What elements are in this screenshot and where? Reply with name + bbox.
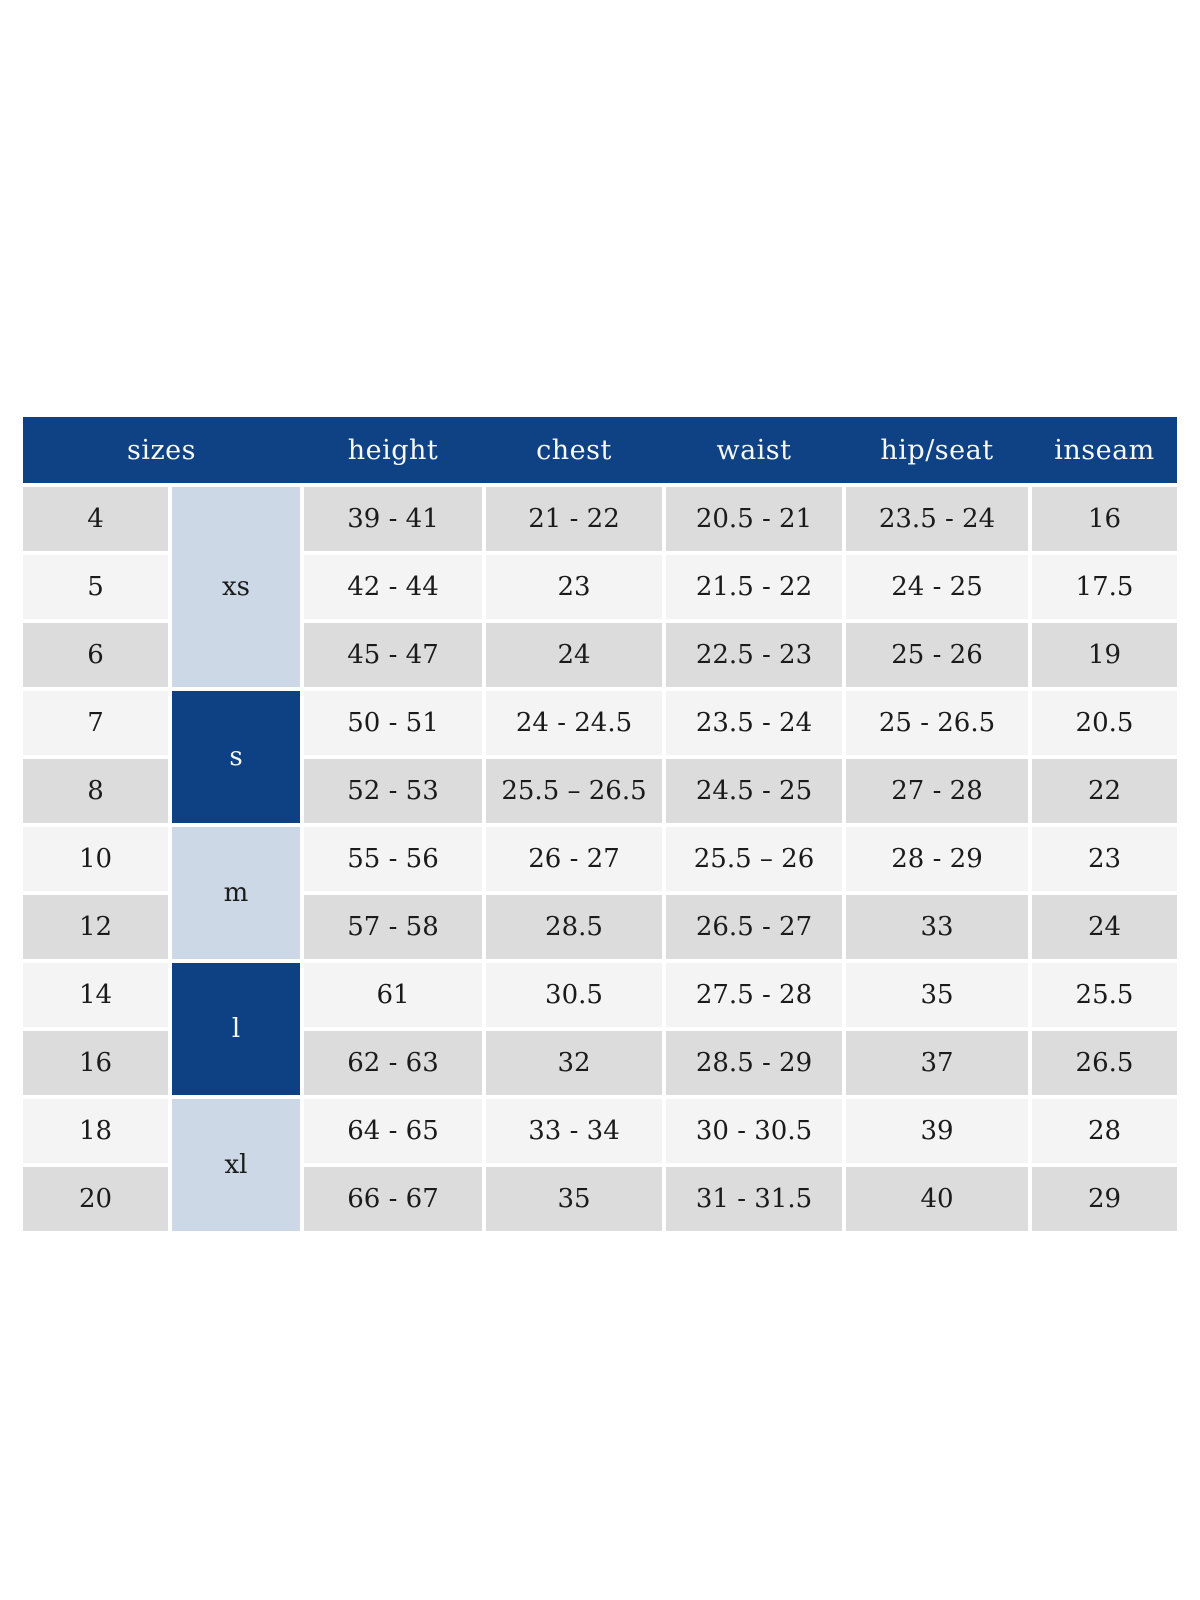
inseam-cell: 19: [1032, 623, 1177, 687]
waist-cell: 22.5 - 23: [666, 623, 842, 687]
chest-cell: 21 - 22: [486, 487, 662, 551]
hip-seat-cell: 39: [846, 1099, 1028, 1163]
hip-seat-cell: 40: [846, 1167, 1028, 1231]
size-group-cell-m: m: [172, 827, 300, 959]
chest-cell: 24 - 24.5: [486, 691, 662, 755]
inseam-cell: 22: [1032, 759, 1177, 823]
waist-cell: 28.5 - 29: [666, 1031, 842, 1095]
inseam-cell: 28: [1032, 1099, 1177, 1163]
hip-seat-cell: 24 - 25: [846, 555, 1028, 619]
height-cell: 62 - 63: [304, 1031, 482, 1095]
header-hip-seat: hip/seat: [880, 434, 994, 466]
size-number-cell: 20: [23, 1167, 168, 1231]
hip-seat-cell: 33: [846, 895, 1028, 959]
inseam-cell: 26.5: [1032, 1031, 1177, 1095]
header-inseam: inseam: [1054, 434, 1155, 466]
size-group-cell-s: s: [172, 691, 300, 823]
chest-cell: 23: [486, 555, 662, 619]
height-cell: 66 - 67: [304, 1167, 482, 1231]
hip-seat-cell: 35: [846, 963, 1028, 1027]
size-group-cell-l: l: [172, 963, 300, 1095]
header-height: height: [347, 434, 439, 466]
header-sizes: sizes: [126, 434, 197, 466]
size-number-cell: 7: [23, 691, 168, 755]
waist-cell: 26.5 - 27: [666, 895, 842, 959]
hip-seat-cell: 37: [846, 1031, 1028, 1095]
height-cell: 50 - 51: [304, 691, 482, 755]
waist-cell: 20.5 - 21: [666, 487, 842, 551]
header-chest: chest: [536, 434, 612, 466]
hip-seat-cell: 23.5 - 24: [846, 487, 1028, 551]
inseam-cell: 25.5: [1032, 963, 1177, 1027]
hip-seat-cell: 25 - 26: [846, 623, 1028, 687]
inseam-cell: 16: [1032, 487, 1177, 551]
hip-seat-cell: 28 - 29: [846, 827, 1028, 891]
chest-cell: 25.5 – 26.5: [486, 759, 662, 823]
waist-cell: 25.5 – 26: [666, 827, 842, 891]
waist-cell: 30 - 30.5: [666, 1099, 842, 1163]
chest-cell: 33 - 34: [486, 1099, 662, 1163]
hip-seat-cell: 27 - 28: [846, 759, 1028, 823]
header-waist: waist: [716, 434, 792, 466]
size-number-cell: 8: [23, 759, 168, 823]
size-number-cell: 4: [23, 487, 168, 551]
size-number-cell: 6: [23, 623, 168, 687]
height-cell: 52 - 53: [304, 759, 482, 823]
size-chart-table: sizes height chest waist hip/seat inseam…: [23, 417, 1177, 1231]
waist-cell: 23.5 - 24: [666, 691, 842, 755]
hip-seat-cell: 25 - 26.5: [846, 691, 1028, 755]
size-group-cell-xl: xl: [172, 1099, 300, 1231]
inseam-cell: 23: [1032, 827, 1177, 891]
chest-cell: 28.5: [486, 895, 662, 959]
chest-cell: 35: [486, 1167, 662, 1231]
waist-cell: 24.5 - 25: [666, 759, 842, 823]
chest-cell: 32: [486, 1031, 662, 1095]
table-body: 4 39 - 41 21 - 22 20.5 - 21 23.5 - 24 16 5 42 -…: [23, 487, 1177, 1231]
size-number-cell: 18: [23, 1099, 168, 1163]
inseam-cell: 20.5: [1032, 691, 1177, 755]
height-cell: 64 - 65: [304, 1099, 482, 1163]
waist-cell: 21.5 - 22: [666, 555, 842, 619]
height-cell: 55 - 56: [304, 827, 482, 891]
size-number-cell: 12: [23, 895, 168, 959]
height-cell: 42 - 44: [304, 555, 482, 619]
size-number-cell: 16: [23, 1031, 168, 1095]
chest-cell: 26 - 27: [486, 827, 662, 891]
chest-cell: 30.5: [486, 963, 662, 1027]
height-cell: 57 - 58: [304, 895, 482, 959]
table-header-row: sizes height chest waist hip/seat inseam: [23, 417, 1177, 483]
chest-cell: 24: [486, 623, 662, 687]
inseam-cell: 24: [1032, 895, 1177, 959]
size-group-cell-xs: xs: [172, 487, 300, 687]
size-number-cell: 10: [23, 827, 168, 891]
size-number-cell: 14: [23, 963, 168, 1027]
waist-cell: 27.5 - 28: [666, 963, 842, 1027]
waist-cell: 31 - 31.5: [666, 1167, 842, 1231]
size-number-cell: 5: [23, 555, 168, 619]
height-cell: 61: [304, 963, 482, 1027]
inseam-cell: 17.5: [1032, 555, 1177, 619]
height-cell: 39 - 41: [304, 487, 482, 551]
inseam-cell: 29: [1032, 1167, 1177, 1231]
height-cell: 45 - 47: [304, 623, 482, 687]
